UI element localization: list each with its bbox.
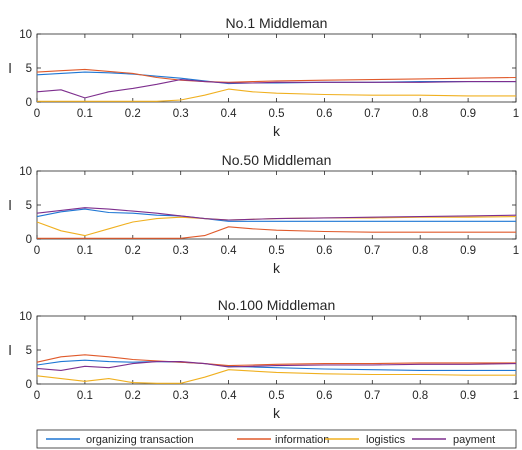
y-tick-label: 5 bbox=[26, 63, 32, 75]
subplot-1: No.1 Middleman 0 0.1 0.2 0.3 0.4 0.5 0.6 0.7 0.8 0… bbox=[8, 15, 519, 139]
x-tick-label: 0.7 bbox=[364, 245, 380, 257]
x-tick-label: 0.3 bbox=[173, 108, 189, 120]
x-tick-label: 0.9 bbox=[460, 245, 476, 257]
legend-label: information bbox=[275, 434, 329, 446]
x-tick-label: 0 bbox=[34, 108, 40, 120]
x-tick-label: 0.5 bbox=[269, 108, 285, 120]
plot-area bbox=[36, 315, 517, 385]
y-tick-label: 0 bbox=[26, 97, 32, 109]
y-tick-label: 5 bbox=[26, 345, 32, 357]
x-tick-label: 0.4 bbox=[221, 108, 238, 120]
series-line-information bbox=[37, 226, 516, 239]
series-line-payment bbox=[36, 361, 517, 371]
legend-box bbox=[36, 429, 517, 449]
x-tick-label: 0.9 bbox=[460, 390, 476, 402]
y-tick-label: 0 bbox=[26, 379, 32, 391]
x-tick-label: 0.5 bbox=[269, 390, 285, 402]
y-axis-label: l bbox=[8, 197, 11, 213]
x-tick-label: 0.5 bbox=[269, 245, 285, 257]
x-tick-label: 1 bbox=[513, 245, 519, 257]
x-tick-label: 0.1 bbox=[77, 108, 93, 120]
x-tick-label: 0.1 bbox=[77, 245, 93, 257]
series-line-organizing-transaction bbox=[36, 208, 516, 222]
series-line-payment bbox=[36, 207, 517, 221]
x-tick-label: 0.2 bbox=[125, 245, 141, 257]
plot-area bbox=[36, 170, 517, 240]
chart-title: No.50 Middleman bbox=[222, 152, 332, 168]
x-tick-label: 0.6 bbox=[316, 245, 332, 257]
y-axis-label: l bbox=[8, 342, 11, 358]
x-axis-label: k bbox=[273, 123, 281, 139]
legend-label: organizing transaction bbox=[86, 434, 194, 446]
x-tick-label: 0.6 bbox=[316, 108, 332, 120]
series-line-logistics bbox=[36, 369, 516, 384]
x-tick-label: 0 bbox=[34, 390, 40, 402]
x-tick-label: 0.8 bbox=[412, 108, 428, 120]
x-tick-label: 0.3 bbox=[173, 390, 189, 402]
x-tick-label: 0.4 bbox=[221, 245, 238, 257]
x-tick-label: 0.4 bbox=[221, 390, 238, 402]
x-tick-label: 0.8 bbox=[412, 245, 428, 257]
x-tick-label: 0.9 bbox=[460, 108, 476, 120]
chart-title: No.100 Middleman bbox=[218, 297, 336, 313]
x-tick-label: 0.7 bbox=[364, 390, 380, 402]
y-axis-label: l bbox=[8, 60, 11, 76]
y-tick-label: 10 bbox=[19, 166, 32, 178]
x-tick-label: 0.2 bbox=[125, 390, 141, 402]
legend-label: payment bbox=[453, 434, 495, 446]
chart-title: No.1 Middleman bbox=[226, 15, 328, 31]
series-line-payment bbox=[36, 79, 516, 99]
x-tick-label: 0.2 bbox=[125, 108, 141, 120]
legend: organizing transaction information logisti… bbox=[36, 429, 517, 449]
x-tick-label: 1 bbox=[513, 108, 519, 120]
series-line-information bbox=[36, 354, 516, 367]
y-tick-label: 10 bbox=[19, 311, 32, 323]
x-tick-label: 0.7 bbox=[364, 108, 380, 120]
x-tick-label: 0.3 bbox=[173, 245, 189, 257]
series-line-logistics bbox=[37, 88, 516, 102]
y-tick-label: 0 bbox=[26, 234, 32, 246]
legend-label: logistics bbox=[366, 434, 406, 446]
x-axis-label: k bbox=[273, 405, 281, 421]
x-tick-label: 0.1 bbox=[77, 390, 93, 402]
y-tick-label: 5 bbox=[26, 200, 32, 212]
x-tick-label: 0 bbox=[34, 245, 40, 257]
subplot-2: No.50 Middleman 0 0.1 0.2 0.3 0.4 0.5 0.6 0.7 0.8… bbox=[8, 152, 519, 276]
x-tick-label: 0.8 bbox=[412, 390, 428, 402]
y-tick-label: 10 bbox=[19, 29, 32, 41]
x-tick-label: 1 bbox=[513, 390, 519, 402]
x-axis-label: k bbox=[273, 260, 281, 276]
subplot-3: No.100 Middleman 0 0.1 0.2 0.3 0.4 0.5 0.6 0.7 0.… bbox=[8, 297, 519, 421]
x-tick-label: 0.6 bbox=[316, 390, 332, 402]
